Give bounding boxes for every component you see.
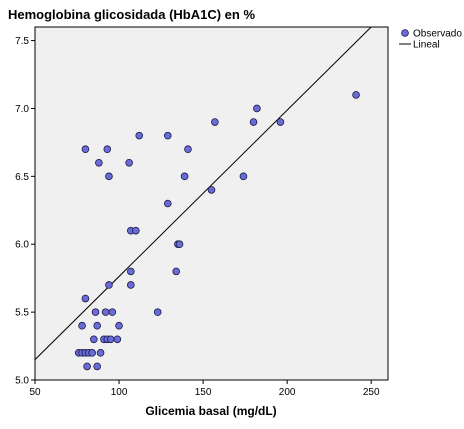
data-point xyxy=(127,267,135,276)
chart-title: Hemoglobina glicosidada (HbA1C) en % xyxy=(8,7,255,22)
data-point xyxy=(175,240,184,249)
legend-label-lineal: Lineal xyxy=(413,40,440,51)
data-point xyxy=(83,362,91,371)
x-tick-label: 100 xyxy=(111,387,128,398)
y-tick-label: 7.5 xyxy=(15,36,29,47)
data-point xyxy=(93,362,101,371)
data-point xyxy=(127,281,135,289)
x-tick-label: 50 xyxy=(29,387,41,398)
y-tick-label: 6.0 xyxy=(15,240,29,251)
x-axis: 50 100 150 200 250 xyxy=(29,380,380,398)
x-tick-label: 200 xyxy=(279,387,296,398)
data-point xyxy=(115,321,123,330)
y-tick-label: 6.5 xyxy=(15,172,29,183)
x-tick-label: 250 xyxy=(363,387,380,398)
data-point xyxy=(276,118,285,126)
y-tick-label: 5.0 xyxy=(15,376,29,387)
data-point xyxy=(105,281,113,289)
data-point xyxy=(96,349,105,357)
data-point xyxy=(163,131,172,140)
data-point xyxy=(249,118,258,126)
data-point xyxy=(253,104,261,113)
data-point xyxy=(78,321,86,330)
data-point xyxy=(132,226,140,235)
y-tick-label: 7.0 xyxy=(15,104,29,115)
y-tick-label: 5.5 xyxy=(15,308,29,319)
data-point xyxy=(207,186,216,194)
legend-label-observado: Observado xyxy=(413,29,462,40)
data-point xyxy=(153,308,162,316)
legend-marker-observado xyxy=(401,29,409,37)
data-point xyxy=(135,131,144,140)
data-point xyxy=(105,172,113,181)
data-point xyxy=(172,267,181,276)
data-point xyxy=(184,145,192,153)
data-point xyxy=(88,349,96,357)
data-point xyxy=(180,172,189,181)
data-point xyxy=(81,294,90,303)
x-axis-label: Glicemia basal (mg/dL) xyxy=(145,404,276,418)
data-point xyxy=(95,158,103,167)
data-point xyxy=(106,335,115,344)
data-point xyxy=(93,321,101,330)
data-point xyxy=(125,158,133,167)
data-point xyxy=(81,145,90,153)
data-point xyxy=(108,308,117,316)
data-point xyxy=(239,172,248,181)
y-axis: 5.0 5.5 6.0 6.5 7.0 7.5 xyxy=(15,36,35,387)
data-point xyxy=(211,118,219,126)
data-point xyxy=(101,308,110,316)
data-point xyxy=(352,91,360,99)
x-tick-label: 150 xyxy=(195,387,212,398)
fit-line xyxy=(35,27,372,360)
data-point xyxy=(90,335,98,344)
data-point xyxy=(91,308,100,316)
data-point xyxy=(103,145,112,153)
data-point xyxy=(163,199,172,208)
plot-area xyxy=(34,26,389,381)
data-point xyxy=(113,335,122,344)
